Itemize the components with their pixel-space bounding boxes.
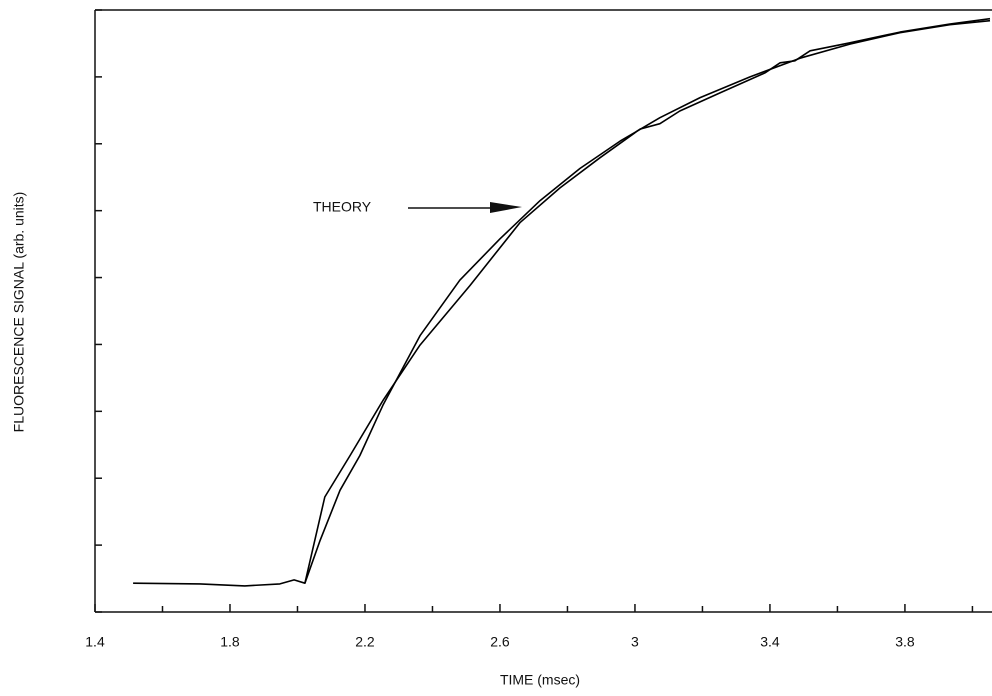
x-tick-label: 3.8 bbox=[895, 634, 915, 650]
x-tick-label: 2.6 bbox=[490, 634, 510, 650]
x-tick-label: 1.8 bbox=[220, 634, 240, 650]
x-tick-label: 1.4 bbox=[85, 634, 105, 650]
y-axis-label: FLUORESCENCE SIGNAL (arb. units) bbox=[11, 192, 27, 433]
data-line bbox=[304, 19, 991, 584]
annotation: THEORY bbox=[313, 199, 372, 215]
data-line bbox=[133, 17, 991, 587]
x-tick-label: 3 bbox=[631, 634, 639, 650]
annotation-arrowhead bbox=[490, 202, 522, 213]
x-tick-label: 3.4 bbox=[760, 634, 780, 650]
x-axis-label: TIME (msec) bbox=[500, 672, 580, 688]
x-tick-label: 2.2 bbox=[355, 634, 375, 650]
